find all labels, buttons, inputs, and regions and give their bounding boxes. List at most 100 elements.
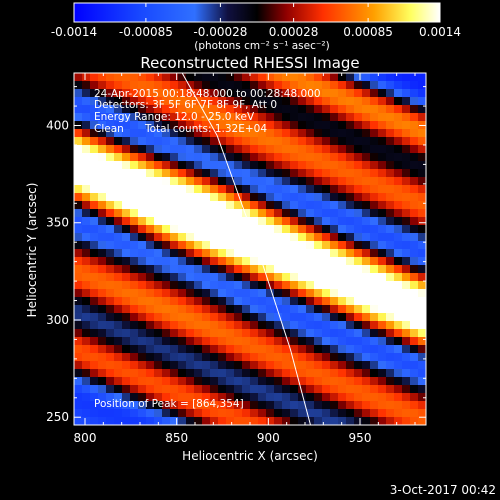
heatmap-cell xyxy=(386,281,395,290)
heatmap-cell xyxy=(290,345,299,354)
heatmap-cell xyxy=(298,97,307,106)
heatmap-cell xyxy=(186,321,195,330)
heatmap-cell xyxy=(178,369,187,378)
heatmap-cell xyxy=(106,225,115,234)
heatmap-cell xyxy=(210,249,219,258)
heatmap-cell xyxy=(386,225,395,234)
heatmap-cell xyxy=(322,145,331,154)
heatmap-cell xyxy=(290,73,299,82)
heatmap-cell xyxy=(146,113,155,122)
heatmap-cell xyxy=(410,321,419,330)
heatmap-cell xyxy=(154,177,163,186)
heatmap-cell xyxy=(386,265,395,274)
heatmap-cell xyxy=(354,193,363,202)
heatmap-cell xyxy=(98,233,107,242)
heatmap-cell xyxy=(266,241,275,250)
x-tick-label: 900 xyxy=(257,431,280,445)
heatmap-cell xyxy=(170,409,179,418)
heatmap-cell xyxy=(130,361,139,370)
heatmap-cell xyxy=(346,193,355,202)
heatmap-cell xyxy=(354,97,363,106)
heatmap-cell xyxy=(378,177,387,186)
heatmap-cell xyxy=(74,81,83,90)
heatmap-cell xyxy=(82,345,91,354)
heatmap-cell xyxy=(226,329,235,338)
heatmap-cell xyxy=(394,161,403,170)
heatmap-cell xyxy=(266,105,275,114)
heatmap-cell xyxy=(282,257,291,266)
heatmap-cell xyxy=(258,161,267,170)
heatmap-cell xyxy=(418,313,426,322)
heatmap-cell xyxy=(322,345,331,354)
heatmap-cell xyxy=(234,321,243,330)
heatmap-cell xyxy=(82,417,91,425)
heatmap-cell xyxy=(242,113,251,122)
heatmap-cell xyxy=(346,225,355,234)
heatmap-cell xyxy=(346,337,355,346)
heatmap-cell xyxy=(378,369,387,378)
heatmap-cell xyxy=(130,257,139,266)
heatmap-cell xyxy=(370,337,379,346)
heatmap-cell xyxy=(226,257,235,266)
heatmap-cell xyxy=(266,145,275,154)
heatmap-cell xyxy=(218,81,227,90)
heatmap-cell xyxy=(266,257,275,266)
heatmap-cell xyxy=(122,137,131,146)
heatmap-cell xyxy=(194,393,203,402)
colorbar-unit-label: (photons cm⁻² s⁻¹ asec⁻²) xyxy=(194,40,329,52)
heatmap-cell xyxy=(306,297,315,306)
heatmap-cell xyxy=(258,289,267,298)
heatmap-cell xyxy=(402,113,411,122)
heatmap-cell xyxy=(266,417,275,425)
heatmap-cell xyxy=(186,105,195,114)
heatmap-cell xyxy=(282,409,291,418)
heatmap-cell xyxy=(82,313,91,322)
heatmap-cell xyxy=(146,249,155,258)
heatmap-cell xyxy=(106,281,115,290)
heatmap-cell xyxy=(378,201,387,210)
heatmap-cell xyxy=(282,225,291,234)
heatmap-cell xyxy=(338,401,347,410)
heatmap-cell xyxy=(378,417,387,425)
heatmap-cell xyxy=(370,409,379,418)
heatmap-cell xyxy=(266,345,275,354)
heatmap-cell xyxy=(178,97,187,106)
heatmap-cell xyxy=(378,81,387,90)
heatmap-cell xyxy=(354,233,363,242)
heatmap-cell xyxy=(130,241,139,250)
heatmap-cell xyxy=(410,137,419,146)
heatmap-cell xyxy=(250,121,259,130)
heatmap-cell xyxy=(242,273,251,282)
heatmap-cell xyxy=(98,185,107,194)
heatmap-cell xyxy=(274,73,283,82)
heatmap-cell xyxy=(362,209,371,218)
heatmap-cell xyxy=(130,321,139,330)
heatmap-cell xyxy=(362,81,371,90)
heatmap-cell xyxy=(90,201,99,210)
heatmap-cell xyxy=(138,89,147,98)
heatmap-cell xyxy=(226,153,235,162)
heatmap-cell xyxy=(234,417,243,425)
heatmap-cell xyxy=(330,217,339,226)
heatmap-cell xyxy=(266,313,275,322)
heatmap-cell xyxy=(186,417,195,425)
heatmap-cell xyxy=(106,161,115,170)
heatmap-cell xyxy=(410,409,419,418)
heatmap-cell xyxy=(162,161,171,170)
heatmap-cell xyxy=(82,81,91,90)
heatmap-cell xyxy=(194,73,203,82)
heatmap-cell xyxy=(322,281,331,290)
heatmap-cell xyxy=(122,281,131,290)
heatmap-cell xyxy=(130,401,139,410)
heatmap-cell xyxy=(306,137,315,146)
heatmap-cell xyxy=(306,329,315,338)
heatmap-cell xyxy=(178,113,187,122)
colorbar-tick-label: 0.00085 xyxy=(343,25,393,39)
heatmap-cell xyxy=(282,209,291,218)
heatmap-cell xyxy=(74,105,83,114)
heatmap-cell xyxy=(90,97,99,106)
heatmap-cell xyxy=(410,393,419,402)
heatmap-cell xyxy=(290,281,299,290)
heatmap-cell xyxy=(314,313,323,322)
heatmap-cell xyxy=(218,329,227,338)
